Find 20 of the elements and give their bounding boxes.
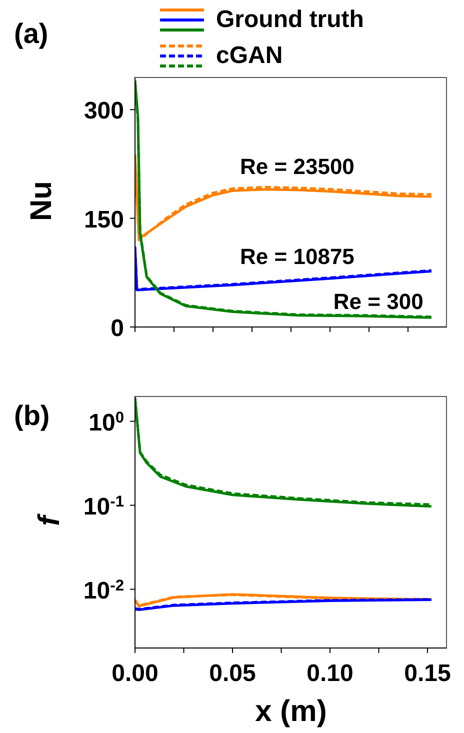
y-tick-label: 10$^{-1}$ [83,492,124,520]
x-tick-label: 0.10 [306,660,354,687]
x-tick-label: 0.05 [209,660,256,687]
legend-label: cGAN [216,42,283,70]
legend-label: Ground truth [216,6,364,34]
y-tick-label: 300 [84,98,124,125]
chart-title: (b) [14,400,50,432]
x-tick-label: 0.00 [112,660,158,687]
annotation: Re = 300 [333,289,424,315]
chart-title: (a) [14,18,48,50]
x-tick-label: 0.15 [404,660,451,687]
y-tick-label: 0 [110,315,124,342]
y-tick-label: 10$^{0}$ [88,408,124,436]
y-axis-title: f [33,512,67,528]
annotation: Re = 10875 [240,244,354,270]
annotation: Re = 23500 [240,154,354,180]
x-axis-title: x (m) [255,695,327,728]
y-tick-label: 150 [84,206,124,234]
y-tick-label: 10$^{-2}$ [83,576,124,604]
y-axis-title: Nu [25,181,59,221]
